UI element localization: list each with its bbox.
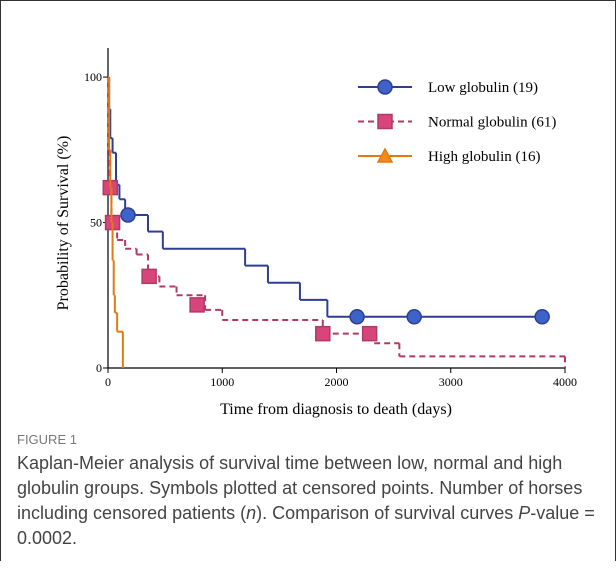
x-tick-label: 0 <box>105 375 111 389</box>
caption: FIGURE 1 Kaplan-Meier analysis of surviv… <box>17 432 597 551</box>
censor-marker <box>349 309 365 325</box>
caption-part: P <box>518 503 531 523</box>
legend-label: Low globulin (19) <box>428 80 538 96</box>
caption-part: ). Comparison of survival curves <box>256 503 519 523</box>
censor-marker <box>189 297 205 313</box>
y-tick-label: 50 <box>90 216 102 230</box>
y-axis-label: Probability of Survival (%) <box>55 136 72 311</box>
legend-label: High globulin (16) <box>428 149 541 165</box>
legend-label: Normal globulin (61) <box>428 115 556 131</box>
y-tick-label: 100 <box>84 70 102 84</box>
x-axis-label: Time from diagnosis to death (days) <box>220 401 452 418</box>
censor-marker <box>315 325 331 342</box>
caption-part: Kaplan-Meier analysis of survival time b… <box>17 453 583 523</box>
censor-marker <box>141 268 157 285</box>
x-tick-label: 3000 <box>439 375 463 389</box>
chart: Time from diagnosis to death (days) Prob… <box>55 48 577 418</box>
legend-marker <box>377 79 393 95</box>
figure-label: FIGURE 1 <box>17 432 77 447</box>
caption-text: Kaplan-Meier analysis of survival time b… <box>17 451 597 551</box>
x-tick-label: 2000 <box>325 375 349 389</box>
legend-marker <box>376 147 394 163</box>
legend-marker <box>377 113 393 130</box>
x-tick-label: 1000 <box>210 375 234 389</box>
censor-marker <box>361 325 378 342</box>
censor-marker <box>406 309 422 325</box>
censor-marker <box>534 309 550 325</box>
caption-part: n <box>246 503 257 523</box>
censor-marker <box>120 207 136 223</box>
x-tick-label: 4000 <box>553 375 577 389</box>
caption-part: -value = 0.0002. <box>17 503 595 548</box>
y-tick-label: 0 <box>96 361 102 375</box>
